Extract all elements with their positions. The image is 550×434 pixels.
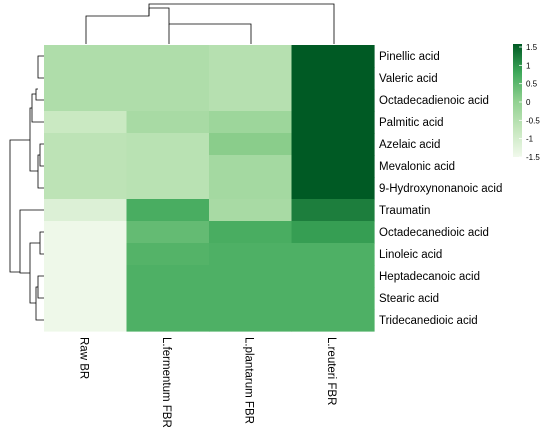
legend-tick-label: 1: [526, 61, 531, 70]
row-label: Azelaic acid: [379, 139, 440, 151]
row-label: 9-Hydroxynonanoic acid: [379, 183, 502, 195]
column-labels: Raw BR L.fermentum FBR L.plantarum FBR L.re…: [77, 337, 337, 428]
row-dendrogram: [9, 55, 44, 321]
heatmap-cell: [126, 89, 210, 112]
heatmap-cell: [126, 309, 210, 332]
heatmap-cell: [209, 89, 293, 112]
column-dendrogram: [85, 3, 335, 44]
heatmap-cell: [126, 221, 210, 244]
legend-tick-label: -1: [526, 135, 534, 144]
heatmap-cell: [126, 177, 210, 200]
row-label: Pinellic acid: [379, 51, 440, 63]
legend-tick-label: 0: [526, 98, 531, 107]
heatmap-cell: [126, 45, 210, 68]
row-label: Octadecanedioic acid: [379, 227, 489, 239]
row-label: Stearic acid: [379, 293, 439, 305]
row-label: Linoleic acid: [379, 249, 442, 261]
heatmap-cell: [291, 45, 375, 68]
row-labels: Pinellic acid Valeric acid Octadecadienoic…: [379, 51, 502, 327]
row-label: Tridecanedioic acid: [379, 315, 478, 327]
heatmap-cell: [126, 199, 210, 222]
color-legend: 1.5 1 0.5 0 -0.5 -1 -1.5: [513, 43, 540, 162]
heatmap-cell: [44, 111, 128, 134]
heatmap-cell: [126, 265, 210, 288]
heatmap-cell: [126, 67, 210, 90]
row-label: Mevalonic acid: [379, 161, 455, 173]
heatmap-cell: [44, 67, 128, 90]
heatmap-cell: [44, 45, 128, 68]
row-label: Valeric acid: [379, 73, 438, 85]
column-label: Raw BR: [77, 337, 89, 379]
heatmap-cell: [44, 177, 128, 200]
row-label: Traumatin: [379, 205, 430, 217]
heatmap-cell: [44, 243, 128, 266]
column-label: L.fermentum FBR: [160, 337, 172, 428]
heatmap-cell: [291, 111, 375, 134]
heatmap-cell: [44, 199, 128, 222]
heatmap-cell: [209, 265, 293, 288]
heatmap-cell: [209, 221, 293, 244]
legend-tick-label: -0.5: [526, 116, 540, 125]
heatmap-cell: [291, 309, 375, 332]
row-label: Octadecadienoic acid: [379, 95, 489, 107]
row-label: Heptadecanoic acid: [379, 271, 480, 283]
column-label: L.plantarum FBR: [242, 337, 254, 424]
heatmap-cell: [209, 199, 293, 222]
heatmap-cell: [291, 265, 375, 288]
heatmap-cell: [291, 133, 375, 156]
heatmap-cell: [291, 89, 375, 112]
row-label: Palmitic acid: [379, 117, 444, 129]
heatmap-cell: [126, 243, 210, 266]
heatmap-cell: [209, 243, 293, 266]
heatmap-cell: [291, 155, 375, 178]
heatmap-cells: [44, 45, 375, 332]
heatmap-cell: [126, 287, 210, 310]
legend-tick-label: 0.5: [526, 80, 538, 89]
legend-color-bar: [513, 44, 522, 157]
legend-tick-label: -1.5: [526, 153, 540, 162]
heatmap-cell: [291, 67, 375, 90]
heatmap-cell: [209, 111, 293, 134]
column-label: L.reuteri FBR: [325, 337, 337, 405]
heatmap-cell: [44, 221, 128, 244]
heatmap-cell: [44, 309, 128, 332]
heatmap-cell: [209, 133, 293, 156]
heatmap-cell: [126, 111, 210, 134]
heatmap-cell: [209, 155, 293, 178]
heatmap-cell: [291, 243, 375, 266]
heatmap-cell: [291, 199, 375, 222]
heatmap-cell: [209, 177, 293, 200]
heatmap-cell: [209, 45, 293, 68]
heatmap-cell: [44, 133, 128, 156]
heatmap-cell: [126, 133, 210, 156]
heatmap-cell: [44, 265, 128, 288]
heatmap-cell: [209, 309, 293, 332]
heatmap-cell: [209, 287, 293, 310]
heatmap-cell: [44, 155, 128, 178]
heatmap-cell: [291, 221, 375, 244]
heatmap-cell: [44, 287, 128, 310]
heatmap-cell: [291, 287, 375, 310]
heatmap-cell: [209, 67, 293, 90]
heatmap-cell: [291, 177, 375, 200]
legend-tick-label: 1.5: [526, 43, 538, 52]
heatmap-cell: [44, 89, 128, 112]
heatmap-cell: [126, 155, 210, 178]
